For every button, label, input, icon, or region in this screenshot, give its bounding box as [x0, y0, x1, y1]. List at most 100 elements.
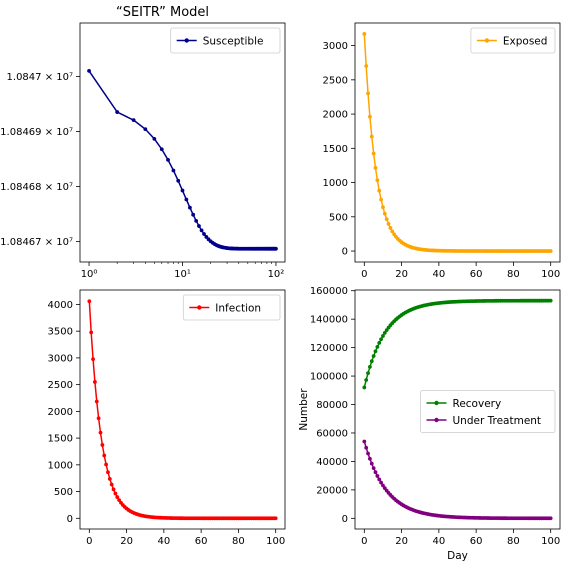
- data-point: [362, 385, 367, 390]
- data-point: [111, 487, 116, 492]
- plot-frame: [354, 289, 561, 530]
- y-tick-label: 3500: [48, 327, 73, 338]
- y-tick-label: 2500: [323, 75, 348, 86]
- y-tick-label: 120000: [310, 343, 348, 354]
- data-point: [371, 151, 376, 156]
- chart-panel-3: 0 20 40 60 80 1000500100015002000250030003500…: [48, 289, 286, 547]
- data-point: [115, 110, 120, 114]
- x-tick-label: 60: [470, 269, 483, 280]
- data-point: [96, 416, 101, 421]
- data-point: [373, 166, 378, 170]
- legend-marker: [484, 38, 490, 43]
- data-point: [379, 480, 383, 485]
- y-tick-label: 160000: [310, 286, 348, 297]
- x-tick-label: 20: [395, 536, 408, 547]
- data-point: [191, 212, 196, 217]
- chart-panel-1: 10⁰ 10¹ 10² 1.08467 × 10⁷ 1.08468 × 10⁷ 1.084…: [0, 5, 286, 280]
- legend-label: Susceptible: [203, 35, 264, 47]
- x-tick-label: 0: [86, 536, 92, 547]
- x-axis-label: Day: [447, 550, 468, 562]
- data-point: [368, 456, 372, 461]
- data-point: [364, 378, 369, 382]
- x-tick-label: 10¹: [174, 269, 191, 280]
- data-point: [202, 232, 206, 236]
- data-point: [184, 197, 189, 202]
- data-point: [194, 218, 199, 223]
- data-point: [176, 178, 181, 183]
- data-point: [548, 516, 553, 521]
- x-tick-label: 20: [395, 269, 408, 280]
- x-tick-label: 100: [541, 269, 560, 280]
- data-point: [171, 168, 176, 173]
- data-point: [369, 359, 374, 364]
- y-tick-label: 1.08468 × 10⁷: [0, 182, 73, 193]
- x-tick-label: 0: [361, 536, 367, 547]
- data-point: [107, 476, 112, 481]
- series-line-under-treatment: [363, 441, 551, 520]
- plot-frame: [354, 22, 561, 263]
- plot-area: [362, 32, 553, 253]
- data-point: [382, 331, 387, 335]
- data-point: [143, 127, 148, 132]
- y-tick-label: 140000: [310, 315, 348, 326]
- legend: Exposed: [470, 27, 556, 54]
- data-point: [369, 134, 374, 139]
- x-tick-label: 10⁰: [81, 269, 98, 280]
- x-tick-label: 80: [232, 536, 245, 547]
- legend-box: [470, 27, 556, 54]
- x-tick-label: 100: [266, 536, 285, 547]
- x-tick-label: 100: [541, 536, 560, 547]
- data-point: [388, 226, 393, 230]
- y-tick-label: 60000: [316, 428, 348, 439]
- data-point: [87, 69, 91, 73]
- series-line-susceptible: [88, 70, 276, 250]
- data-point: [386, 222, 391, 226]
- data-point: [371, 466, 376, 471]
- y-tick-label: 100000: [310, 372, 348, 383]
- y-axis-label: Number: [298, 388, 310, 431]
- data-point: [371, 354, 376, 358]
- data-point: [273, 516, 278, 521]
- data-point: [166, 157, 170, 162]
- legend: Recovery Under Treatment: [420, 390, 556, 433]
- data-point: [89, 330, 94, 335]
- data-point: [377, 477, 382, 482]
- data-point: [100, 443, 105, 447]
- x-tick-label: 40: [157, 536, 170, 547]
- data-point: [368, 114, 372, 119]
- data-point: [548, 249, 553, 253]
- data-point: [384, 217, 389, 222]
- legend-marker: [184, 38, 189, 43]
- data-point: [375, 344, 380, 349]
- y-tick-label: 0: [342, 247, 348, 258]
- legend-label: Infection: [215, 302, 261, 314]
- data-point: [152, 137, 157, 141]
- legend-box: [420, 390, 556, 433]
- y-tick-label: 1.08469 × 10⁷: [0, 127, 73, 138]
- data-point: [369, 461, 374, 466]
- y-tick-label: 0: [342, 514, 348, 525]
- y-tick-label: 80000: [316, 400, 348, 411]
- data-point: [362, 32, 367, 36]
- data-point: [131, 118, 136, 123]
- y-tick-label: 1.08467 × 10⁷: [0, 237, 73, 248]
- x-tick-label: 40: [432, 536, 445, 547]
- data-point: [364, 445, 369, 450]
- data-point: [188, 205, 192, 210]
- data-point: [373, 470, 378, 475]
- data-point: [180, 188, 185, 193]
- x-tick-label: 40: [432, 269, 445, 280]
- data-point: [197, 224, 201, 228]
- y-tick-label: 3000: [323, 41, 348, 52]
- data-point: [377, 188, 382, 193]
- y-tick-label: 20000: [316, 485, 348, 496]
- series-line-recovery: [363, 299, 551, 388]
- legend: Infection: [182, 294, 281, 321]
- y-tick-label: 3000: [48, 353, 73, 364]
- data-point: [98, 430, 103, 435]
- data-point: [381, 205, 385, 210]
- data-point: [377, 341, 382, 345]
- legend-label: Recovery: [453, 398, 502, 410]
